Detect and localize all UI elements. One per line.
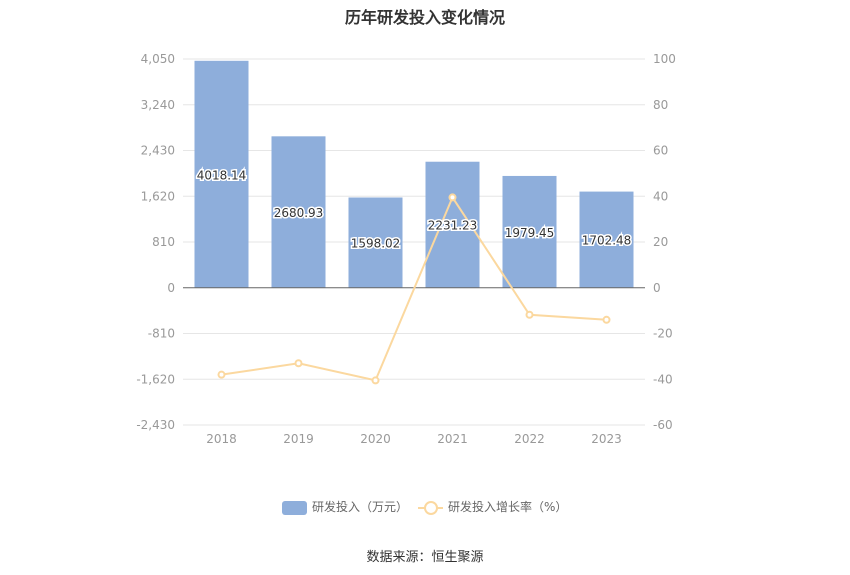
bar: [579, 191, 634, 288]
source-note: 数据来源：恒生聚源: [366, 550, 484, 565]
y-right-tick-label: 20: [653, 235, 668, 249]
x-tick-label: 2020: [360, 432, 391, 446]
bar-data-label: 2680.93: [274, 206, 324, 220]
bar: [502, 175, 557, 288]
x-tick-label: 2021: [437, 432, 468, 446]
bar-data-label: 2231.23: [428, 219, 478, 233]
bar-series: [194, 60, 634, 288]
x-tick-label: 2018: [206, 432, 237, 446]
y-right-tick-label: -40: [653, 372, 673, 386]
y-right-tick-label: 0: [653, 281, 661, 295]
left-axis: 4,050 3,240 2,430 1,620 810 0 -810 -1,620 -2,430: [136, 52, 175, 432]
y-left-tick-label: -1,620: [136, 372, 175, 386]
bar: [271, 136, 326, 288]
bar-data-label: 1702.48: [582, 234, 632, 248]
y-right-tick-label: 60: [653, 144, 668, 158]
y-right-tick-label: 80: [653, 98, 668, 112]
growth-point: [217, 370, 226, 379]
growth-point: [525, 310, 534, 319]
x-tick-label: 2022: [514, 432, 545, 446]
grid-layer: [183, 58, 645, 426]
y-left-tick-label: 1,620: [141, 189, 175, 203]
legend-line-label: 研发投入增长率（%）: [448, 500, 568, 514]
y-right-tick-label: 100: [653, 52, 676, 66]
y-left-tick-label: -810: [148, 327, 175, 341]
y-right-tick-label: 40: [653, 189, 668, 203]
line-series: [217, 193, 611, 385]
y-left-tick-label: 0: [167, 281, 175, 295]
y-left-tick-label: 3,240: [141, 98, 175, 112]
growth-point: [448, 193, 457, 202]
legend-bar-swatch: [282, 500, 307, 515]
bar-data-label: 4018.14: [197, 168, 247, 182]
y-right-tick-label: -20: [653, 327, 673, 341]
bar-data-label: 1979.45: [505, 226, 555, 240]
growth-point: [371, 376, 380, 385]
y-left-tick-label: 4,050: [141, 52, 175, 66]
legend-item-line[interactable]: 研发投入增长率（%）: [418, 497, 567, 517]
y-left-tick-label: -2,430: [136, 418, 175, 432]
growth-point: [294, 359, 303, 368]
bar-labels: 4018.14 2680.93 1598.02 2231.23 1979.45 1702.…: [195, 167, 633, 252]
legend-line-swatch: [418, 500, 443, 515]
bar: [348, 197, 403, 288]
y-left-tick-label: 2,430: [141, 144, 175, 158]
bar: [194, 60, 249, 288]
growth-point: [602, 315, 611, 324]
y-right-tick-label: -60: [653, 418, 673, 432]
y-left-tick-label: 810: [152, 235, 175, 249]
legend-bar-label: 研发投入（万元）: [312, 500, 409, 514]
chart-title: 历年研发投入变化情况: [344, 8, 505, 27]
x-tick-label: 2023: [591, 432, 622, 446]
x-axis-labels: 2018 2019 2020 2021 2022 2023: [206, 432, 622, 446]
growth-line: [221, 195, 607, 382]
legend: 研发投入（万元） 研发投入增长率（%）: [0, 497, 850, 517]
bar-data-label: 1598.02: [351, 237, 401, 251]
x-tick-label: 2019: [283, 432, 314, 446]
legend-item-bar[interactable]: 研发投入（万元）: [282, 497, 408, 517]
right-axis: 100 80 60 40 20 0 -20 -40 -60: [653, 52, 676, 432]
